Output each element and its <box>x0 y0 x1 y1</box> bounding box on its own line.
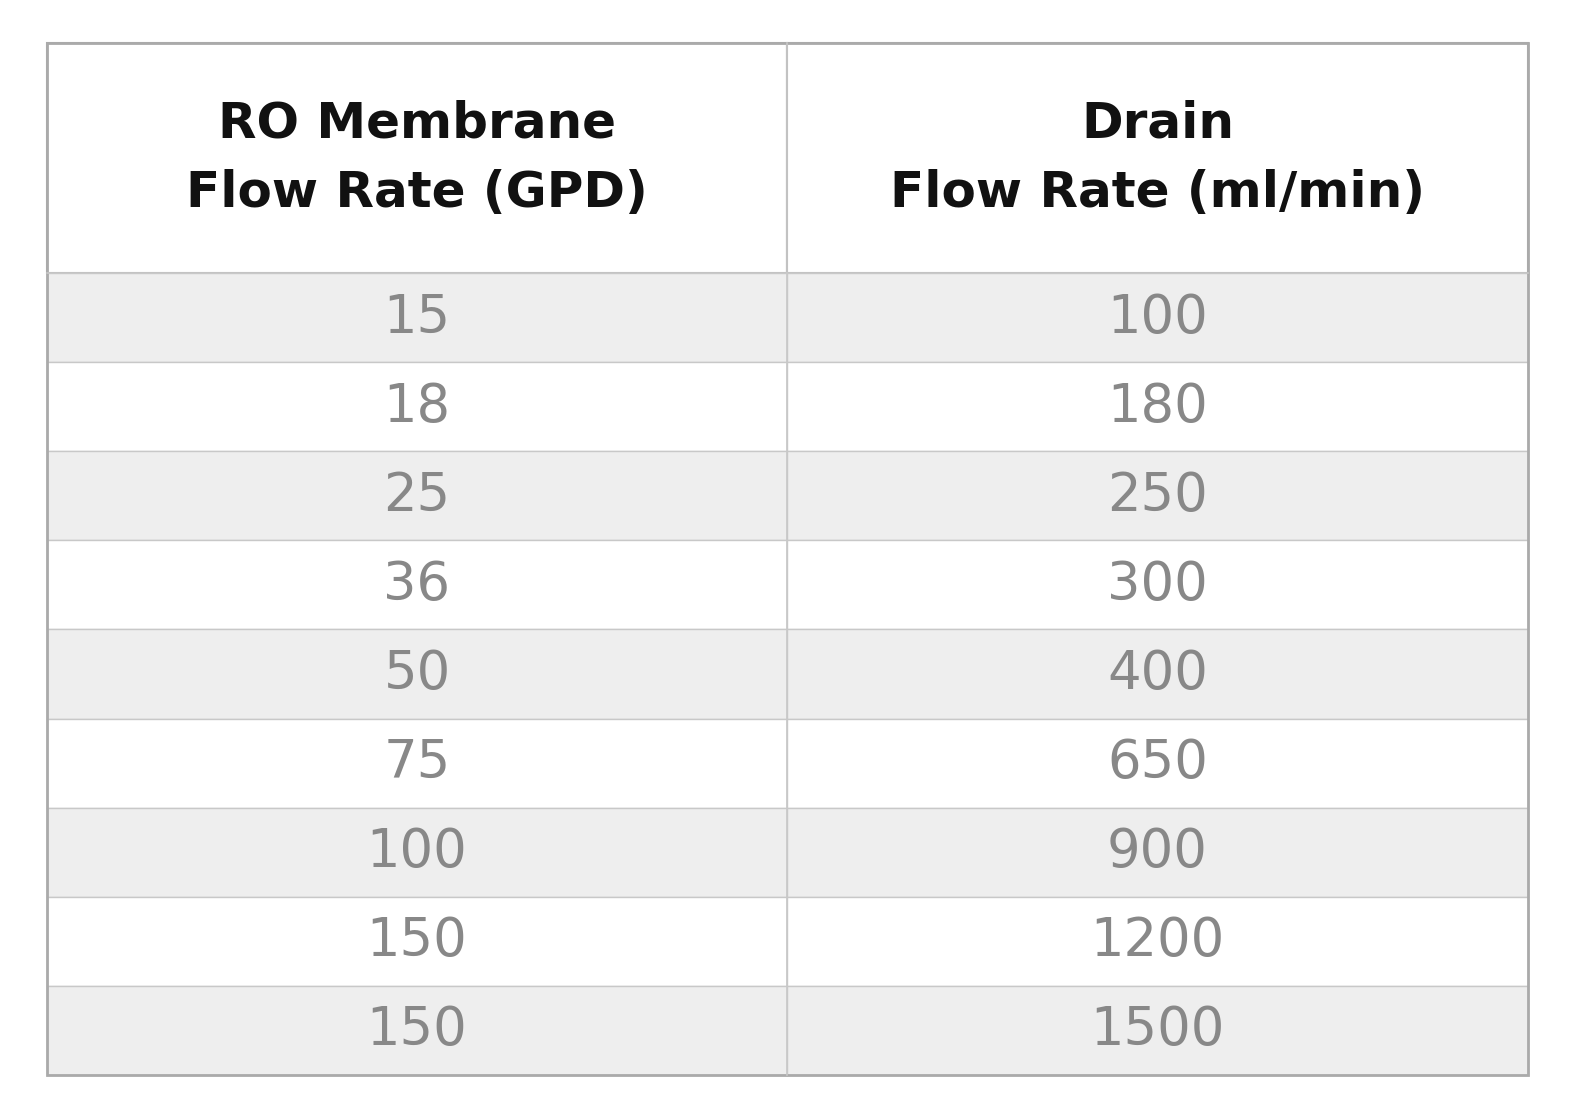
Bar <box>47 43 788 273</box>
Bar <box>47 897 788 986</box>
Text: 50: 50 <box>383 648 450 699</box>
Bar <box>788 43 1528 273</box>
Text: 100: 100 <box>367 827 468 878</box>
Text: 15: 15 <box>383 292 450 344</box>
Bar <box>788 630 1528 718</box>
Text: 400: 400 <box>1107 648 1208 699</box>
Text: Drain: Drain <box>1080 99 1233 147</box>
Text: 1500: 1500 <box>1090 1004 1225 1056</box>
Bar <box>47 540 788 630</box>
Text: 36: 36 <box>383 559 450 611</box>
Text: 18: 18 <box>383 380 450 433</box>
Text: Flow Rate (ml/min): Flow Rate (ml/min) <box>890 168 1425 217</box>
Text: 100: 100 <box>1107 292 1208 344</box>
Bar <box>788 540 1528 630</box>
Text: Flow Rate (GPD): Flow Rate (GPD) <box>186 168 647 217</box>
Text: 1200: 1200 <box>1090 915 1225 967</box>
Bar <box>47 451 788 540</box>
Text: 900: 900 <box>1107 827 1208 878</box>
Text: 25: 25 <box>383 470 450 522</box>
Bar <box>788 362 1528 451</box>
Text: 150: 150 <box>367 915 468 967</box>
Bar <box>788 451 1528 540</box>
Bar <box>47 362 788 451</box>
Text: 180: 180 <box>1107 380 1208 433</box>
Bar <box>788 808 1528 897</box>
Text: 300: 300 <box>1107 559 1208 611</box>
Bar <box>788 897 1528 986</box>
Text: 150: 150 <box>367 1004 468 1056</box>
Bar <box>47 718 788 808</box>
Bar <box>788 718 1528 808</box>
Text: 650: 650 <box>1107 737 1208 789</box>
Text: 250: 250 <box>1107 470 1208 522</box>
Bar <box>788 986 1528 1075</box>
Bar <box>47 273 788 362</box>
Bar <box>47 986 788 1075</box>
Bar <box>47 808 788 897</box>
Text: 75: 75 <box>383 737 450 789</box>
Bar <box>47 630 788 718</box>
Text: RO Membrane: RO Membrane <box>217 99 616 147</box>
Bar <box>788 273 1528 362</box>
